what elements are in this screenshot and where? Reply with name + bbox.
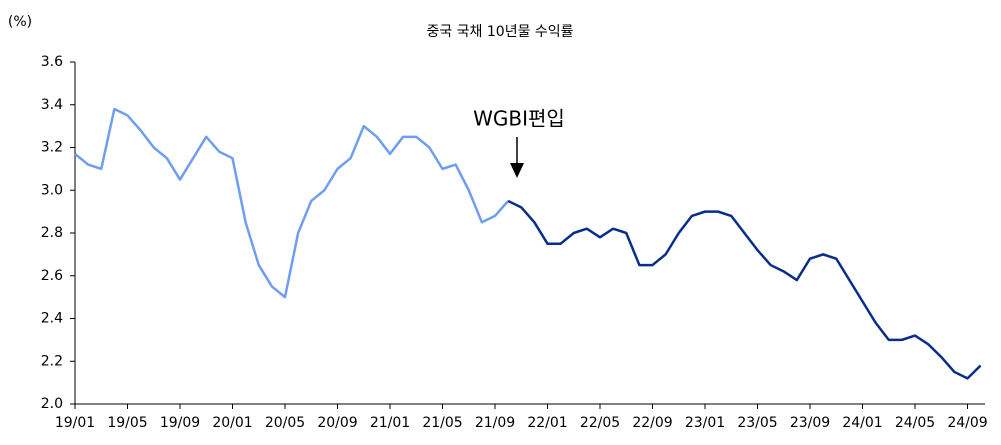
x-tick-label: 20/05 (265, 415, 305, 431)
line (74, 107, 510, 299)
x-tick-label: 24/01 (842, 415, 882, 431)
x-tick-label: 19/09 (160, 415, 200, 431)
y-tick-label: 2.2 (41, 353, 63, 369)
y-tick-label: 3.2 (41, 140, 63, 156)
x-tick-label: 21/05 (422, 415, 462, 431)
annotation: WGBI편입 (473, 107, 565, 131)
annotation-arrowhead (510, 163, 524, 178)
x-tick-label: 19/01 (55, 415, 95, 431)
y-tick-label: 2.6 (41, 268, 63, 284)
x-tick-label: 23/09 (790, 415, 830, 431)
y-tick-label: 3.6 (41, 54, 63, 70)
x-tick-label: 23/01 (685, 415, 725, 431)
chart-title: 중국 국채 10년물 수익률 (426, 24, 573, 40)
y-tick-label: 2.8 (41, 225, 63, 241)
x-tick-label: 24/05 (895, 415, 935, 431)
y-tick-label: 2.0 (41, 396, 63, 412)
x-tick-label: 21/09 (475, 415, 515, 431)
y-axis-label: (%) (8, 14, 32, 30)
y-tick-label: 2.4 (41, 311, 63, 327)
x-tick-label: 23/05 (737, 415, 777, 431)
x-tick-label: 20/09 (317, 415, 357, 431)
line (507, 199, 982, 380)
x-tick-label: 22/09 (632, 415, 672, 431)
x-tick-label: 22/01 (527, 415, 567, 431)
y-tick-label: 3.4 (41, 97, 63, 113)
x-tick-label: 21/01 (370, 415, 410, 431)
x-tick-label: 19/05 (107, 415, 147, 431)
x-tick-label: 20/01 (212, 415, 252, 431)
x-tick-label: 22/05 (580, 415, 620, 431)
x-tick-label: 24/09 (947, 415, 987, 431)
y-tick-label: 3.0 (41, 182, 63, 198)
